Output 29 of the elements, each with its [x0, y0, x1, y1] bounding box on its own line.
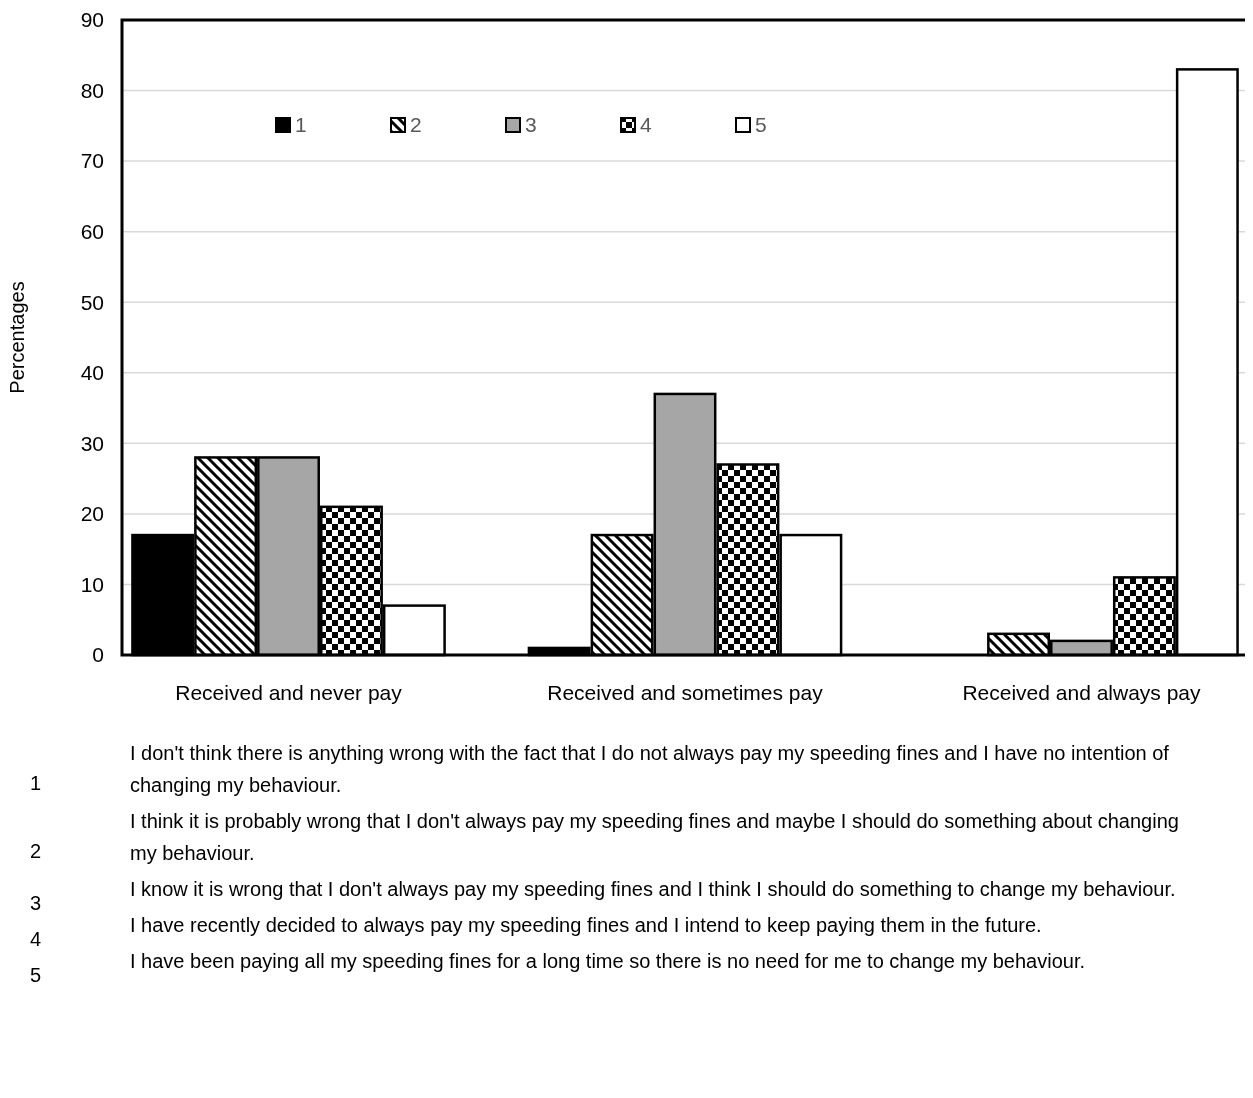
- y-tick-label: 60: [80, 220, 104, 244]
- y-tick-label: 50: [80, 290, 104, 314]
- legend-label: 2: [410, 113, 422, 137]
- text: I have recently decided to always pay my speeding fines and I intend to keep paying them in the future.: [130, 914, 1042, 936]
- text: 4: [30, 928, 42, 950]
- y-tick-label: 10: [80, 572, 104, 596]
- y-tick-label: 80: [80, 78, 104, 102]
- legend-label: 1: [295, 113, 307, 137]
- text: I have been paying all my speeding fines for a long time so there is no need for me to change my behaviour.: [130, 950, 1086, 972]
- y-tick-label: 70: [80, 149, 104, 173]
- y-tick-label: 0: [92, 643, 104, 667]
- y-tick-label: 30: [80, 431, 104, 455]
- text: 5: [30, 964, 42, 986]
- text: 2: [30, 840, 42, 862]
- text: 1: [30, 772, 42, 794]
- legend-label: 3: [525, 113, 537, 137]
- text: 3: [30, 892, 42, 914]
- y-tick-label: 90: [80, 8, 104, 32]
- text: I know it is wrong that I don't always pay my speeding fines and I think I should do something to change my behaviour.: [130, 878, 1176, 900]
- y-tick-label: 40: [80, 361, 104, 385]
- x-tick-label: Received and always pay: [962, 681, 1202, 704]
- legend-label: 4: [640, 113, 652, 137]
- y-tick-label: 20: [80, 502, 104, 526]
- x-tick-label: Received and never pay: [175, 681, 403, 704]
- y-axis-title: Percentages: [6, 281, 28, 394]
- text: I think it is probably wrong that I don't always pay my speeding fines and maybe I should do something about changing my behaviour.: [130, 810, 1179, 864]
- x-tick-label: Received and sometimes pay: [547, 681, 824, 704]
- legend-label: 5: [755, 113, 767, 137]
- text: I don't think there is anything wrong with the fact that I do not always pay my speeding fines and I have no intention of changing my behaviour.: [130, 742, 1170, 796]
